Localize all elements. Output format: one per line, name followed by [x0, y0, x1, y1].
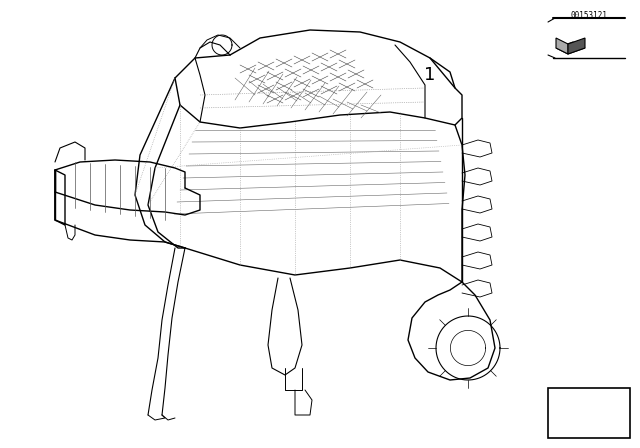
- Polygon shape: [556, 42, 585, 54]
- Polygon shape: [568, 38, 585, 54]
- Polygon shape: [556, 38, 568, 54]
- Text: 1: 1: [424, 66, 436, 84]
- Text: 00153121: 00153121: [570, 10, 607, 20]
- Bar: [548, 388, 630, 438]
